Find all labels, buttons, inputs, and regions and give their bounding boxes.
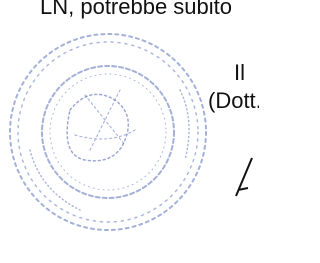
text-line: LN, potrebbe subito bbox=[40, 0, 232, 19]
stamp bbox=[10, 34, 206, 230]
signature-stroke bbox=[236, 158, 252, 196]
document-crop: LN, potrebbe subito Il (Dott. bbox=[0, 0, 259, 263]
text-line: (Dott. bbox=[208, 88, 259, 113]
page: LN, potrebbe subito Il (Dott. (() => { c… bbox=[0, 0, 259, 263]
text-line: Il bbox=[234, 60, 245, 85]
